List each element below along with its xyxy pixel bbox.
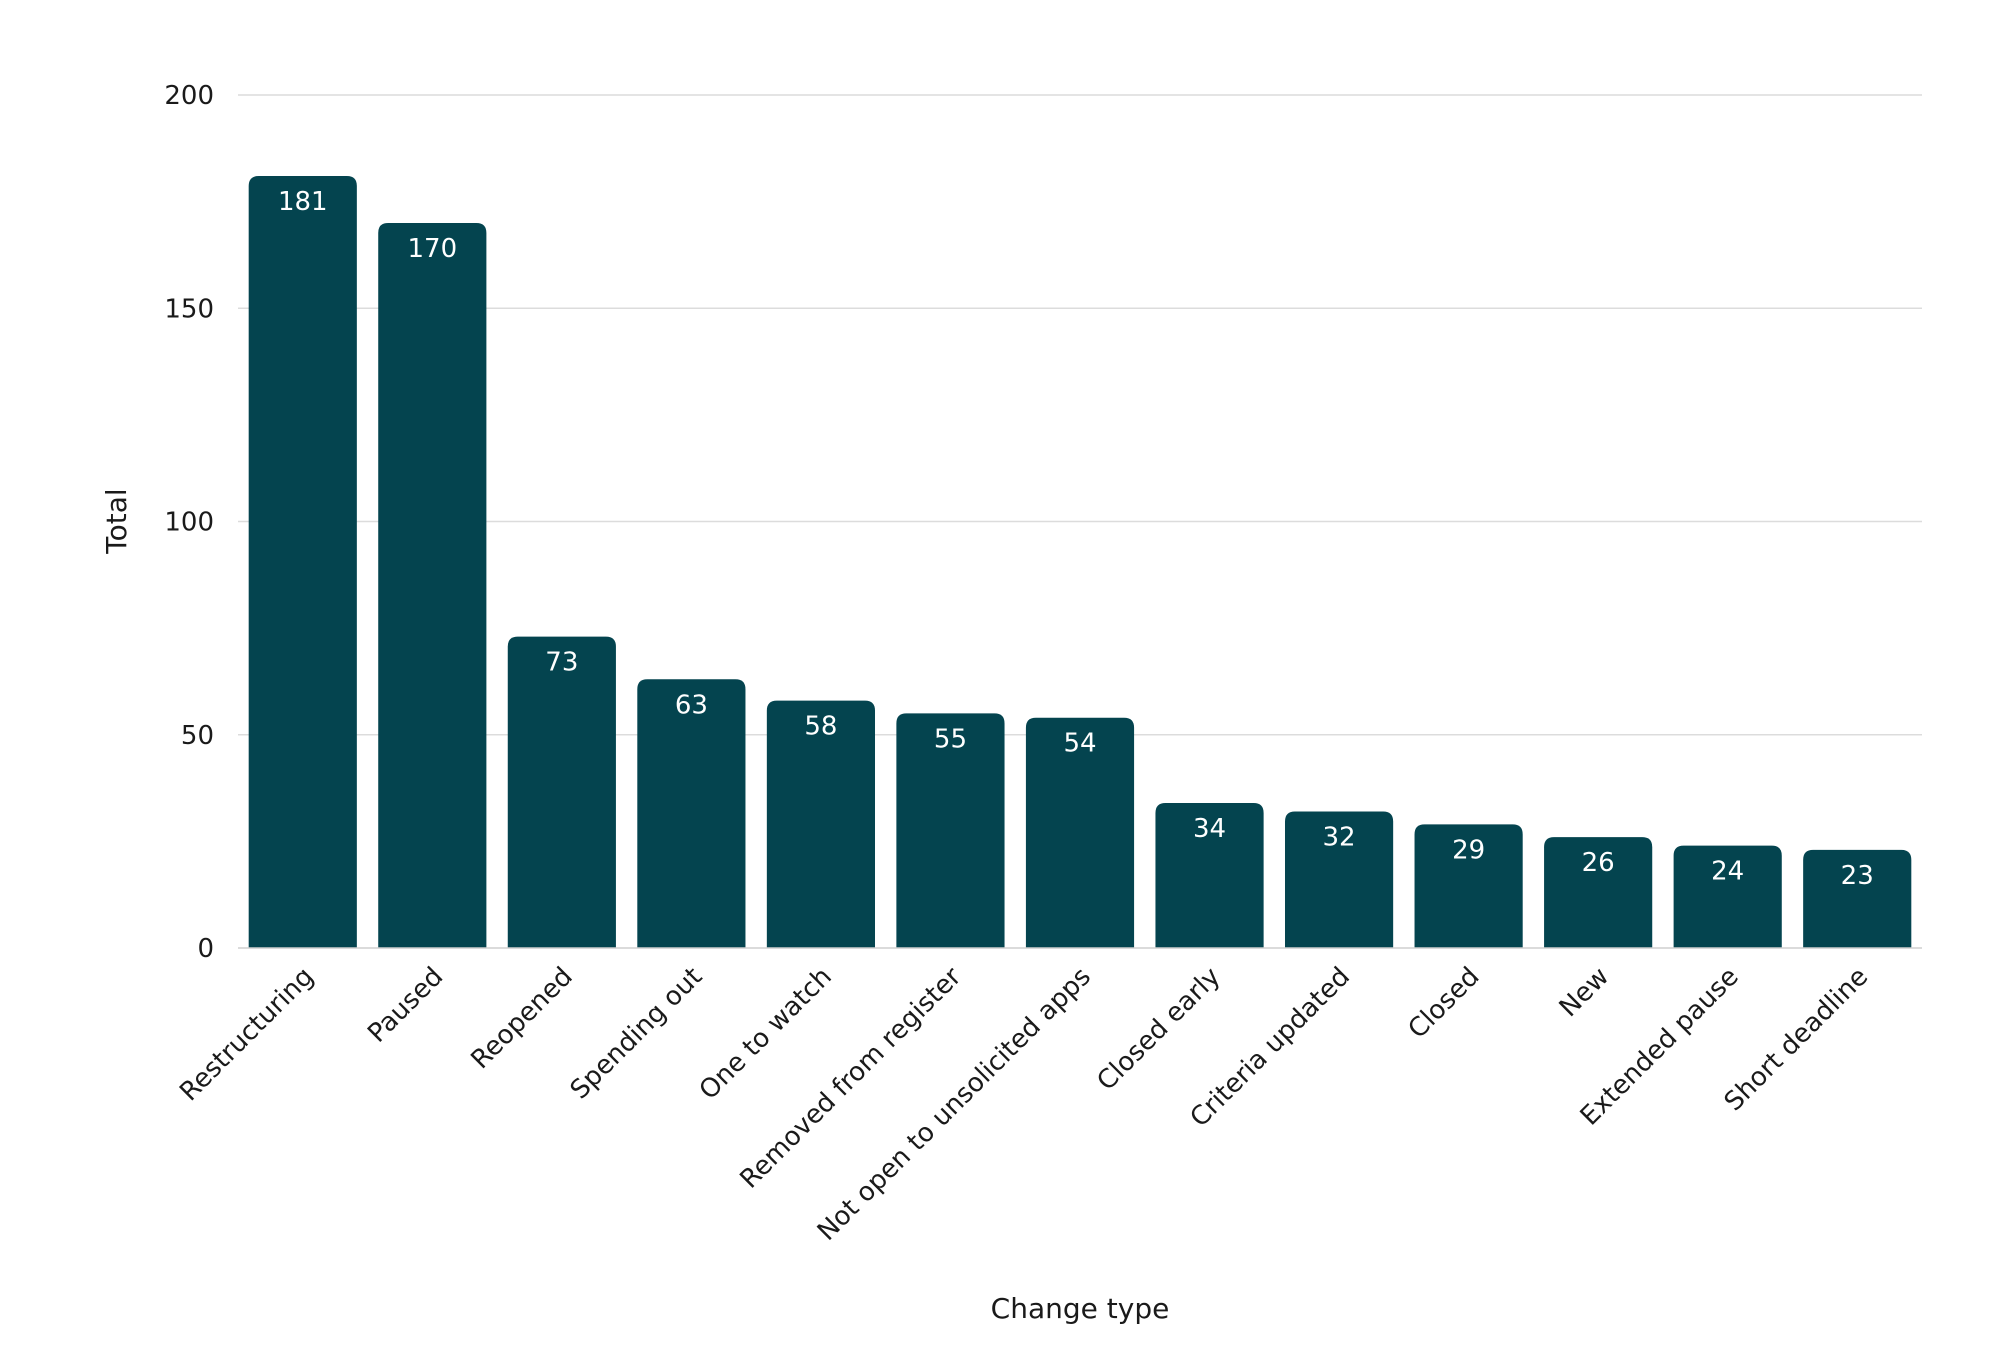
y-tick-label: 200 — [164, 81, 214, 111]
data-labels: 181 170 73 63 58 55 54 34 32 29 26 24 23 — [278, 187, 1874, 891]
x-tick-label: Restructuring — [174, 962, 319, 1107]
bar-value-label: 34 — [1193, 814, 1226, 844]
bar-value-label: 181 — [278, 187, 328, 217]
bar — [766, 700, 876, 948]
x-tick-label: Reopened — [465, 962, 578, 1075]
x-tick-label: Closed early — [1092, 962, 1227, 1097]
x-tick-label: Closed — [1403, 962, 1486, 1045]
bar — [248, 176, 357, 948]
bar — [1284, 811, 1394, 948]
y-tick-label: 150 — [164, 294, 214, 324]
x-tick-label: Paused — [362, 962, 449, 1049]
x-axis-title: Change type — [991, 1292, 1170, 1325]
bar-value-label: 170 — [407, 234, 457, 264]
y-tick-label: 50 — [181, 721, 214, 751]
bar-value-label: 32 — [1323, 823, 1356, 853]
bar-value-label: 73 — [545, 648, 578, 678]
x-tick-label: One to watch — [694, 962, 838, 1106]
bar — [1544, 837, 1653, 948]
bar-value-label: 55 — [934, 724, 967, 754]
bar — [637, 679, 746, 948]
bar — [1673, 845, 1782, 948]
x-tick-label: New — [1554, 962, 1615, 1023]
bar — [507, 636, 616, 948]
bar-value-label: 29 — [1452, 835, 1485, 865]
bar-value-label: 58 — [804, 712, 837, 742]
bar-value-label: 26 — [1582, 848, 1615, 878]
x-tick-label: Removed from register — [735, 962, 968, 1195]
bar — [1025, 717, 1135, 948]
bars — [248, 176, 1912, 948]
bar-value-label: 63 — [675, 690, 708, 720]
bar — [1155, 802, 1264, 948]
bar-value-label: 24 — [1711, 857, 1744, 887]
bar — [896, 713, 1005, 948]
y-tick-label: 0 — [197, 934, 214, 964]
y-axis-title: Total — [100, 488, 133, 554]
x-tick-label: Spending out — [565, 962, 709, 1106]
bar — [378, 222, 487, 948]
gridlines — [238, 94, 1922, 736]
x-tick-label: Not open to unsolicited apps — [812, 962, 1097, 1247]
bar-value-label: 23 — [1841, 861, 1874, 891]
bar — [1803, 849, 1912, 948]
y-tick-label: 100 — [164, 508, 214, 538]
bar — [1414, 824, 1523, 948]
y-axis-ticks: 0 50 100 150 200 — [164, 81, 214, 964]
bar-value-label: 54 — [1063, 729, 1096, 759]
